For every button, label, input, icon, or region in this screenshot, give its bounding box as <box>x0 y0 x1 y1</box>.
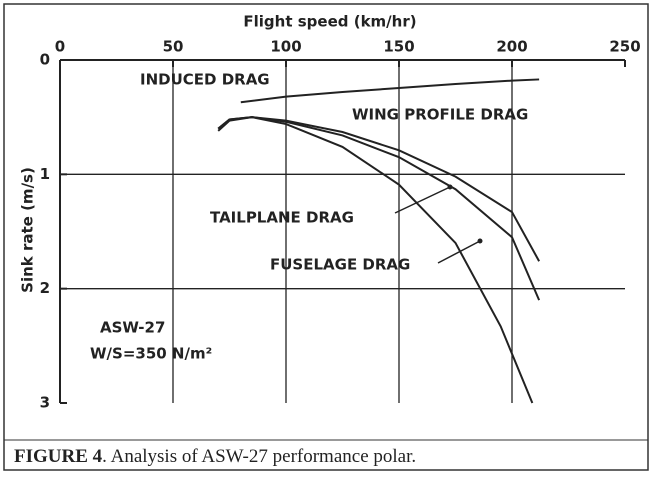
x-tick-label: 100 <box>270 38 301 56</box>
series-label: FUSELAGE DRAG <box>270 256 410 274</box>
annotation: ASW-27 <box>100 319 165 337</box>
series-line <box>240 78 540 104</box>
x-tick-label: 0 <box>55 38 65 56</box>
frame <box>3 3 649 471</box>
x-tick-label: 200 <box>496 38 527 56</box>
leader-line <box>437 240 481 264</box>
x-tick-label: 250 <box>609 38 640 56</box>
y-tick-label: 2 <box>40 279 50 297</box>
x-tick-label: 150 <box>383 38 414 56</box>
x-tick-label: 50 <box>163 38 184 56</box>
caption-label: FIGURE 4 <box>14 446 103 467</box>
caption-text: . Analysis of ASW-27 performance polar. <box>102 446 416 467</box>
y-tick-label: 3 <box>40 394 50 412</box>
y-tick-label: 1 <box>40 165 50 183</box>
y-axis-label: Sink rate (m/s) <box>19 167 37 293</box>
x-axis-label: Flight speed (km/hr) <box>243 13 416 31</box>
caption: FIGURE 4. Analysis of ASW-27 performance… <box>14 446 416 467</box>
series-label: WING PROFILE DRAG <box>352 106 528 124</box>
series-label: INDUCED DRAG <box>140 71 270 89</box>
leader-dot <box>477 238 483 244</box>
series-label: TAILPLANE DRAG <box>210 209 354 227</box>
annotation: W/S=350 N/m² <box>90 345 212 363</box>
series-line <box>217 116 540 262</box>
series-line <box>217 116 534 404</box>
leader-line <box>394 186 451 214</box>
y-tick-label: 0 <box>40 51 50 69</box>
